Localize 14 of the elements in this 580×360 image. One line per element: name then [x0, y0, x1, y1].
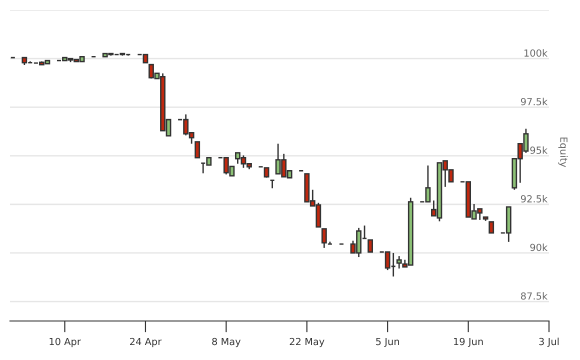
y-tick-label: 100k [524, 49, 548, 57]
x-tick-label: 3 Jul [539, 338, 559, 347]
x-tick-label: 19 Jun [454, 338, 483, 347]
y-tick-label: 92.5k [520, 194, 548, 202]
y-tick-label: 90k [530, 244, 548, 252]
y-tick-label: 95k [530, 146, 548, 154]
y-tick-label: 97.5k [520, 98, 548, 106]
x-tick-label: 24 Apr [130, 338, 162, 348]
y-axis-title: Equity [558, 138, 568, 168]
y-tick-label: 87.5k [520, 292, 548, 300]
x-tick-label: 22 May [290, 338, 324, 348]
x-tick-label: 5 Jun [376, 338, 399, 347]
x-tick-label: 10 Apr [50, 338, 81, 348]
x-tick-label: 8 May [212, 338, 241, 348]
